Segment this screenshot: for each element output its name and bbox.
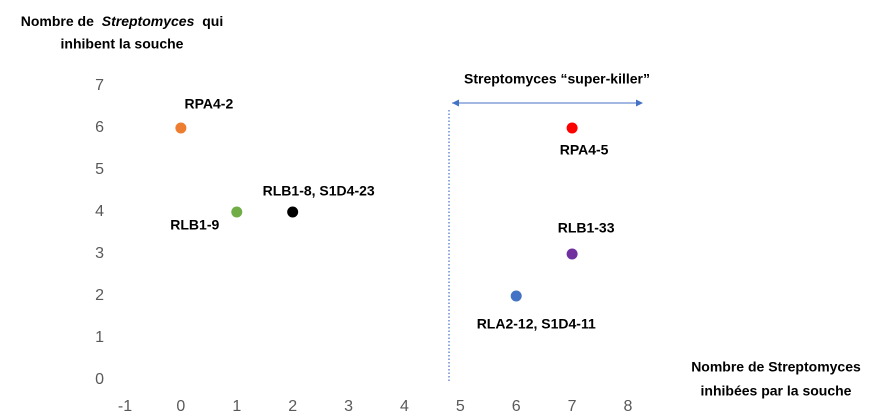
x-tick-label: 8 [624, 398, 633, 415]
point-label: RLB1-8, S1D4-23 [263, 183, 375, 199]
x-tick-label: 5 [456, 398, 465, 415]
y-tick-label: 1 [95, 329, 104, 346]
x-tick-label: -1 [118, 398, 132, 415]
y-axis-label-part: qui [202, 13, 223, 29]
x-tick-label: 1 [232, 398, 241, 415]
point [566, 122, 578, 134]
y-tick-label: 6 [95, 119, 104, 136]
point-label: RLB1-9 [170, 217, 219, 233]
point [231, 206, 243, 218]
y-tick-label: 0 [95, 371, 104, 388]
y-tick-label: 2 [95, 287, 104, 304]
point-label: RLB1-33 [558, 220, 615, 236]
annotation: Streptomyces “super-killer” [464, 71, 650, 87]
point [175, 122, 187, 134]
y-axis-label: inhibent la souche [61, 36, 184, 52]
point-label: RPA4-5 [560, 142, 609, 158]
y-tick-label: 4 [95, 203, 104, 220]
point-label: RLA2-12, S1D4-11 [477, 316, 596, 332]
y-tick-label: 5 [95, 161, 104, 178]
y-tick-label: 3 [95, 245, 104, 262]
x-tick-label: 2 [288, 398, 297, 415]
y-axis-label-part: Streptomyces [102, 13, 195, 29]
x-tick-label: 6 [512, 398, 521, 415]
x-axis-label: inhibées par la souche [701, 383, 852, 399]
point-label: RPA4-2 [185, 96, 234, 112]
y-axis-label: Nombre de Streptomyces qui [21, 13, 224, 29]
y-tick-label: 7 [95, 77, 104, 94]
x-axis-label: Nombre de Streptomyces [691, 359, 861, 375]
y-axis-label-part: Nombre de [21, 13, 94, 29]
point [566, 248, 578, 260]
x-tick-label: 4 [400, 398, 409, 415]
point [287, 206, 299, 218]
x-tick-label: 0 [176, 398, 185, 415]
point [510, 290, 522, 302]
x-tick-label: 3 [344, 398, 353, 415]
x-tick-label: 7 [568, 398, 577, 415]
